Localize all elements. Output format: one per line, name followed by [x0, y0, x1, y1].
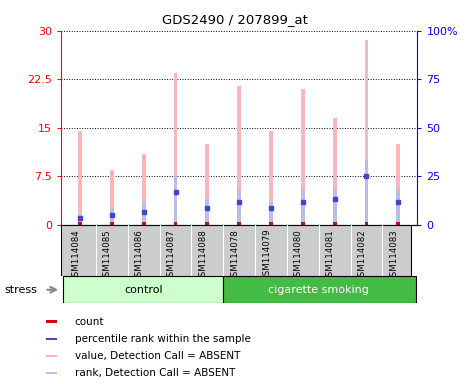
Bar — [269, 131, 273, 225]
Text: rank, Detection Call = ABSENT: rank, Detection Call = ABSENT — [75, 368, 235, 378]
Text: count: count — [75, 317, 104, 327]
Bar — [364, 222, 368, 225]
Text: value, Detection Call = ABSENT: value, Detection Call = ABSENT — [75, 351, 240, 361]
Bar — [237, 189, 241, 225]
Bar — [269, 222, 273, 225]
Bar — [174, 176, 177, 225]
Text: GDS2490 / 207899_at: GDS2490 / 207899_at — [161, 13, 308, 26]
Text: GSM114079: GSM114079 — [262, 229, 271, 281]
Bar — [142, 202, 145, 225]
Bar — [237, 222, 241, 225]
Bar — [46, 338, 57, 340]
Bar — [333, 222, 337, 225]
Text: stress: stress — [5, 285, 38, 295]
Bar — [396, 144, 400, 225]
Text: GSM114078: GSM114078 — [230, 229, 239, 281]
Bar — [205, 199, 209, 225]
Bar — [46, 354, 57, 358]
Bar — [110, 170, 114, 225]
Text: GSM114083: GSM114083 — [389, 229, 398, 281]
Bar — [110, 222, 114, 225]
Bar — [78, 222, 82, 225]
Bar — [364, 40, 368, 225]
Bar — [205, 222, 209, 225]
Text: GSM114086: GSM114086 — [135, 229, 144, 281]
Bar — [62, 276, 223, 303]
Text: GSM114084: GSM114084 — [71, 229, 80, 281]
Bar — [396, 222, 400, 225]
Bar — [46, 372, 57, 374]
Text: GSM114081: GSM114081 — [325, 229, 335, 281]
Bar — [142, 222, 145, 225]
Text: control: control — [124, 285, 163, 295]
Bar — [237, 86, 241, 225]
Bar — [142, 154, 145, 225]
Bar — [205, 144, 209, 225]
Bar — [301, 89, 305, 225]
Text: percentile rank within the sample: percentile rank within the sample — [75, 334, 250, 344]
Text: GSM114080: GSM114080 — [294, 229, 303, 281]
Bar — [364, 160, 368, 225]
Bar — [269, 202, 273, 225]
Text: GSM114088: GSM114088 — [198, 229, 207, 281]
Bar — [396, 189, 400, 225]
Bar — [223, 276, 416, 303]
Text: GSM114082: GSM114082 — [357, 229, 366, 281]
Bar — [301, 222, 305, 225]
Bar — [46, 321, 57, 323]
Bar — [78, 215, 82, 225]
Bar — [78, 131, 82, 225]
Text: cigarette smoking: cigarette smoking — [268, 285, 369, 295]
Bar — [174, 222, 177, 225]
Text: GSM114085: GSM114085 — [103, 229, 112, 281]
Bar — [110, 209, 114, 225]
Bar — [333, 189, 337, 225]
Text: GSM114087: GSM114087 — [166, 229, 175, 281]
Bar — [333, 118, 337, 225]
Bar — [301, 189, 305, 225]
Bar — [174, 73, 177, 225]
